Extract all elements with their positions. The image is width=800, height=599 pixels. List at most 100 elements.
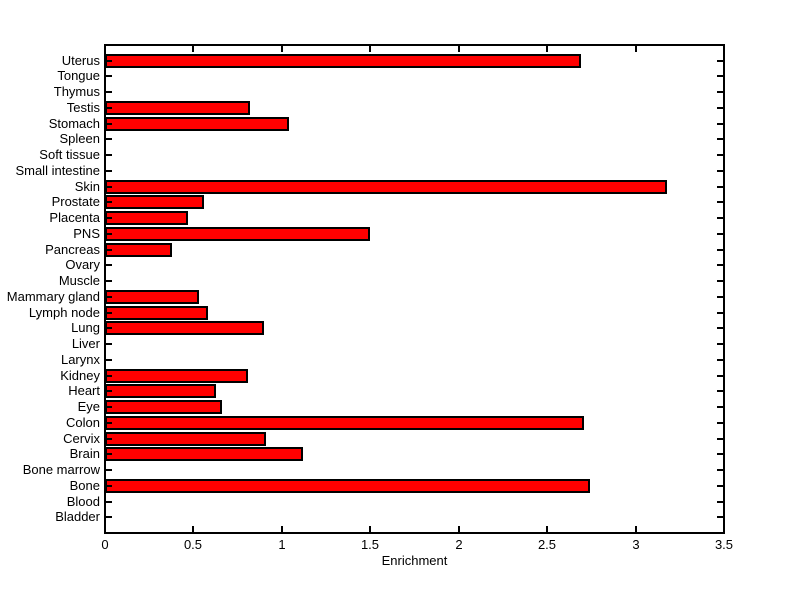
bar-pancreas bbox=[105, 243, 172, 257]
y-tick-left-brain bbox=[106, 453, 112, 455]
y-tick-label-cervix: Cervix bbox=[63, 431, 100, 446]
y-tick-right-spleen bbox=[717, 138, 723, 140]
x-tick-label-1: 1 bbox=[278, 537, 286, 552]
x-tick-bottom-1-5 bbox=[369, 526, 371, 532]
bar-heart bbox=[105, 384, 216, 398]
y-tick-right-testis bbox=[717, 107, 723, 109]
y-tick-right-uterus bbox=[717, 60, 723, 62]
y-tick-left-bone bbox=[106, 485, 112, 487]
y-tick-right-larynx bbox=[717, 359, 723, 361]
y-tick-right-mammary-gland bbox=[717, 296, 723, 298]
y-tick-right-bone bbox=[717, 485, 723, 487]
y-tick-left-larynx bbox=[106, 359, 112, 361]
bar-bone bbox=[105, 479, 590, 493]
y-tick-label-bladder: Bladder bbox=[55, 509, 100, 524]
y-tick-right-colon bbox=[717, 422, 723, 424]
x-tick-top-1 bbox=[281, 46, 283, 52]
y-tick-left-stomach bbox=[106, 123, 112, 125]
y-tick-right-muscle bbox=[717, 280, 723, 282]
y-tick-label-spleen: Spleen bbox=[59, 131, 100, 146]
bar-brain bbox=[105, 447, 303, 461]
y-tick-label-eye: Eye bbox=[77, 399, 100, 414]
x-tick-top-0-5 bbox=[192, 46, 194, 52]
y-tick-label-placenta: Placenta bbox=[49, 210, 100, 225]
x-tick-bottom-1 bbox=[281, 526, 283, 532]
x-tick-top-3-5 bbox=[723, 46, 725, 52]
y-tick-label-tongue: Tongue bbox=[57, 68, 100, 83]
y-tick-right-heart bbox=[717, 390, 723, 392]
y-tick-right-liver bbox=[717, 343, 723, 345]
x-tick-top-2 bbox=[458, 46, 460, 52]
y-tick-right-pancreas bbox=[717, 249, 723, 251]
y-tick-label-skin: Skin bbox=[74, 179, 100, 194]
y-tick-right-bladder bbox=[717, 516, 723, 518]
y-tick-left-kidney bbox=[106, 375, 112, 377]
bar-pns bbox=[105, 227, 370, 241]
x-tick-label-1-5: 1.5 bbox=[360, 537, 380, 552]
y-tick-left-soft-tissue bbox=[106, 154, 112, 156]
y-tick-label-prostate: Prostate bbox=[51, 194, 100, 209]
y-tick-right-stomach bbox=[717, 123, 723, 125]
y-tick-left-muscle bbox=[106, 280, 112, 282]
y-tick-right-ovary bbox=[717, 264, 723, 266]
y-tick-left-mammary-gland bbox=[106, 296, 112, 298]
x-tick-top-2-5 bbox=[546, 46, 548, 52]
y-tick-right-brain bbox=[717, 453, 723, 455]
y-tick-right-blood bbox=[717, 501, 723, 503]
y-tick-label-ovary: Ovary bbox=[65, 257, 100, 272]
y-tick-left-bone-marrow bbox=[106, 469, 112, 471]
y-tick-label-liver: Liver bbox=[71, 336, 100, 351]
plot-area bbox=[104, 44, 725, 534]
bar-mammary-gland bbox=[105, 290, 199, 304]
y-tick-left-placenta bbox=[106, 217, 112, 219]
bar-uterus bbox=[105, 54, 581, 68]
y-tick-left-eye bbox=[106, 406, 112, 408]
y-tick-left-testis bbox=[106, 107, 112, 109]
y-tick-left-skin bbox=[106, 186, 112, 188]
x-tick-bottom-0 bbox=[104, 526, 106, 532]
y-tick-label-lymph-node: Lymph node bbox=[28, 305, 100, 320]
y-tick-label-larynx: Larynx bbox=[60, 352, 100, 367]
y-tick-label-small-intestine: Small intestine bbox=[15, 163, 100, 178]
y-tick-right-prostate bbox=[717, 201, 723, 203]
y-tick-left-ovary bbox=[106, 264, 112, 266]
x-tick-label-3-5: 3.5 bbox=[714, 537, 734, 552]
x-tick-bottom-0-5 bbox=[192, 526, 194, 532]
y-tick-label-soft-tissue: Soft tissue bbox=[39, 147, 100, 162]
y-tick-label-stomach: Stomach bbox=[48, 116, 100, 131]
bar-prostate bbox=[105, 195, 204, 209]
x-tick-label-3: 3 bbox=[632, 537, 640, 552]
y-tick-left-blood bbox=[106, 501, 112, 503]
y-tick-right-pns bbox=[717, 233, 723, 235]
x-tick-label-0-5: 0.5 bbox=[183, 537, 203, 552]
bar-skin bbox=[105, 180, 667, 194]
x-tick-bottom-3-5 bbox=[723, 526, 725, 532]
y-tick-left-colon bbox=[106, 422, 112, 424]
x-tick-top-3 bbox=[635, 46, 637, 52]
y-tick-label-thymus: Thymus bbox=[53, 84, 100, 99]
bar-placenta bbox=[105, 211, 188, 225]
y-tick-label-heart: Heart bbox=[68, 383, 100, 398]
y-tick-right-thymus bbox=[717, 91, 723, 93]
y-tick-left-spleen bbox=[106, 138, 112, 140]
y-tick-label-kidney: Kidney bbox=[60, 368, 100, 383]
y-tick-left-small-intestine bbox=[106, 170, 112, 172]
y-tick-left-heart bbox=[106, 390, 112, 392]
y-tick-left-prostate bbox=[106, 201, 112, 203]
y-tick-right-soft-tissue bbox=[717, 154, 723, 156]
bar-lung bbox=[105, 321, 264, 335]
y-tick-label-testis: Testis bbox=[66, 100, 100, 115]
y-tick-label-mammary-gland: Mammary gland bbox=[6, 289, 100, 304]
y-tick-left-bladder bbox=[106, 516, 112, 518]
bar-lymph-node bbox=[105, 306, 208, 320]
x-tick-top-0 bbox=[104, 46, 106, 52]
y-tick-label-pancreas: Pancreas bbox=[45, 242, 100, 257]
y-tick-right-cervix bbox=[717, 438, 723, 440]
y-tick-label-lung: Lung bbox=[71, 320, 100, 335]
y-tick-label-muscle: Muscle bbox=[58, 273, 100, 288]
y-tick-right-placenta bbox=[717, 217, 723, 219]
y-tick-label-uterus: Uterus bbox=[61, 53, 100, 68]
y-tick-right-tongue bbox=[717, 75, 723, 77]
bar-kidney bbox=[105, 369, 248, 383]
